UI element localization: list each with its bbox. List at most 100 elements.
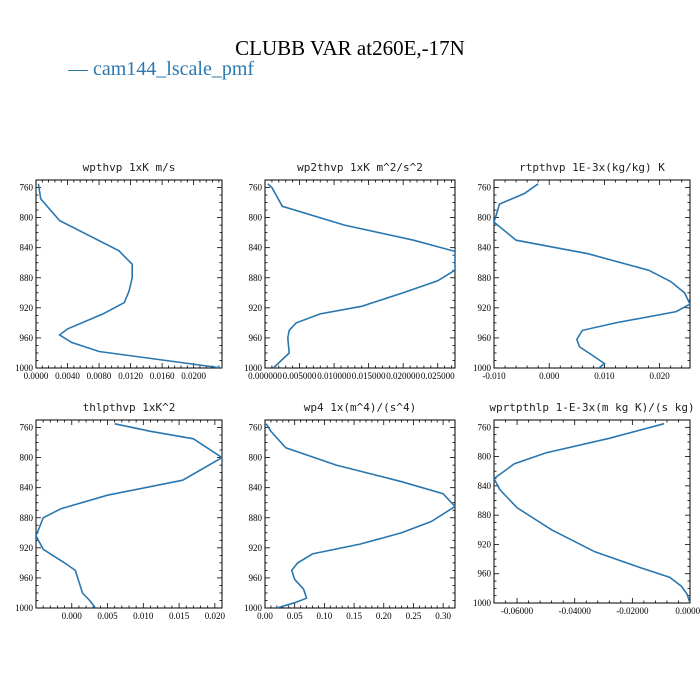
x-tick-label: 0.0200 [181,371,206,381]
y-tick-label: 960 [20,573,34,583]
x-tick-label: 0.30 [435,611,451,621]
y-tick-label: 920 [249,543,263,553]
y-tick-label: 760 [20,423,34,433]
series-line [36,423,222,608]
x-tick-label: -0.04000 [559,606,592,616]
y-tick-label: 880 [478,510,492,520]
panel-title: wprtpthlp 1-E-3x(m kg K)/(s kg) [489,401,694,414]
y-tick-label: 840 [249,483,263,493]
y-tick-label: 920 [478,539,492,549]
y-tick-label: 1000 [15,363,34,373]
x-tick-label: 0.010000 [317,371,351,381]
series-line [265,423,455,608]
x-tick-label: -0.02000 [616,606,649,616]
y-tick-label: 760 [20,183,34,193]
panel-title: wp2thvp 1xK m^2/s^2 [297,161,423,174]
y-tick-label: 760 [249,423,263,433]
series-line [267,183,455,368]
panel-4: thlpthvp 1xK^2 760 800 840 880 920 960 1000 0.00… [15,401,225,621]
x-tick-label: -0.06000 [501,606,534,616]
legend: — cam144_lscale_pmf [68,58,254,81]
y-tick-label: 1000 [473,363,492,373]
x-tick-label: 0.05 [287,611,303,621]
x-tick-label: 0.025000 [421,371,455,381]
y-tick-label: 840 [478,243,492,253]
y-tick-label: 920 [20,543,34,553]
series-line [37,183,222,368]
plot-frame [493,419,691,604]
y-tick-label: 960 [478,333,492,343]
y-tick-label: 760 [478,422,492,432]
y-tick-label: 800 [478,452,492,462]
panel-3: rtpthvp 1E-3x(kg/kg) K 760 800 840 880 920 960… [473,161,691,381]
y-tick-label: 760 [478,183,492,193]
legend-label: cam144_lscale_pmf [93,58,255,80]
y-tick-label: 800 [249,213,263,223]
y-tick-label: 840 [478,481,492,491]
plot-frame [35,179,223,369]
panel-title: thlpthvp 1xK^2 [83,401,176,414]
series-line [494,422,690,603]
y-tick-label: 800 [249,453,263,463]
panel-title: rtpthvp 1E-3x(kg/kg) K [519,161,665,174]
panel-2: wp2thvp 1xK m^2/s^2 760 800 840 880 920 960 100… [244,161,456,381]
y-tick-label: 800 [478,213,492,223]
plot-frame [35,419,223,609]
x-tick-label: 0.005000 [283,371,317,381]
y-tick-label: 960 [249,573,263,583]
figure-title: CLUBB VAR at260E,-17N [235,36,465,60]
y-tick-label: 920 [478,303,492,313]
panel-title: wpthvp 1xK m/s [83,161,176,174]
x-tick-label: -0.010 [482,371,506,381]
x-tick-label: 0.010 [594,371,615,381]
x-tick-label: 0.15 [346,611,362,621]
x-tick-label: 0.00 [257,611,273,621]
x-tick-label: 0.0080 [87,371,112,381]
x-tick-label: 0.020000 [386,371,420,381]
y-tick-label: 840 [20,243,34,253]
x-tick-label: 0.0120 [118,371,143,381]
x-tick-label: 0.000 [62,611,83,621]
x-tick-label: 0.0000 [24,371,49,381]
x-tick-label: 0.25 [406,611,422,621]
x-tick-label: 0.000 [539,371,560,381]
y-tick-label: 1000 [244,603,263,613]
panel-1: wpthvp 1xK m/s76080084088092096010000.00… [15,161,223,381]
x-tick-label: 0.0040 [55,371,80,381]
x-tick-label: 0.00000 [675,606,700,616]
y-tick-label: 920 [20,303,34,313]
x-tick-label: 0.0160 [150,371,175,381]
x-tick-label: 0.015 [169,611,190,621]
y-tick-label: 800 [20,213,34,223]
x-tick-label: 0.020 [205,611,226,621]
y-tick-label: 840 [249,243,263,253]
panel-5: wp4 1x(m^4)/(s^4)76080084088092096010000… [244,401,456,621]
y-tick-label: 800 [20,453,34,463]
y-tick-label: 880 [20,513,34,523]
y-tick-label: 960 [249,333,263,343]
y-tick-label: 760 [249,183,263,193]
y-tick-label: 840 [20,483,34,493]
y-tick-label: 1000 [15,603,34,613]
x-tick-label: 0.005 [97,611,118,621]
x-tick-label: 0.10 [317,611,333,621]
y-tick-label: 1000 [473,598,492,608]
x-tick-label: 0.020 [650,371,671,381]
x-tick-label: 0.010 [133,611,154,621]
series-line [494,183,690,368]
panel-title: wp4 1x(m^4)/(s^4) [304,401,417,414]
y-tick-label: 880 [20,273,34,283]
y-tick-label: 880 [478,273,492,283]
x-tick-label: 0.015000 [352,371,386,381]
plot-frame [493,179,691,369]
y-tick-label: 1000 [244,363,263,373]
plot-frame [264,179,456,369]
y-tick-label: 880 [249,273,263,283]
x-tick-label: 0.20 [376,611,392,621]
y-tick-label: 960 [20,333,34,343]
plot-frame [264,419,456,609]
y-tick-label: 920 [249,303,263,313]
legend-line-marker: — [68,58,88,80]
panel-6: wprtpthlp 1-E-3x(m kg K)/(s kg) 760 800 840… [473,401,700,616]
